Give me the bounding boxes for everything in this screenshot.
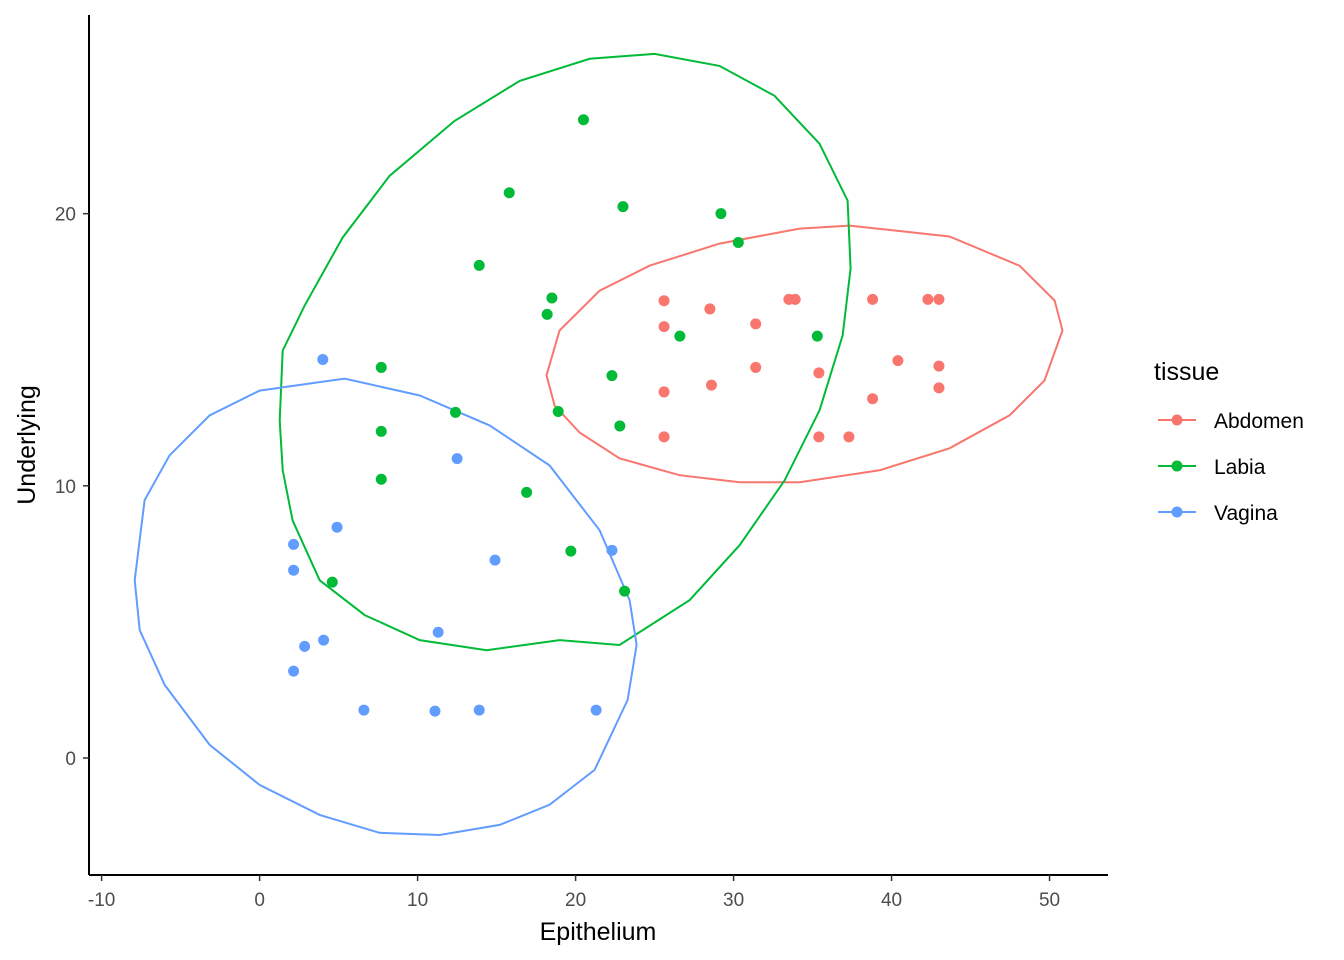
point-abdomen <box>933 360 945 372</box>
point-labia <box>375 425 387 437</box>
point-labia <box>715 208 727 220</box>
ellipse-labia <box>278 52 852 652</box>
x-tick-label: 50 <box>1039 890 1060 911</box>
point-labia <box>546 292 558 304</box>
legend-title: tissue <box>1154 358 1219 386</box>
point-labia <box>521 486 533 498</box>
point-labia <box>619 585 631 597</box>
legend-key-point-labia <box>1171 460 1183 472</box>
point-abdomen <box>922 293 934 305</box>
point-vagina <box>451 453 463 465</box>
y-axis-title: Underlying <box>13 385 41 505</box>
x-tick-label: 20 <box>565 890 586 911</box>
legend-key-point-vagina <box>1171 506 1183 518</box>
point-vagina <box>288 538 300 550</box>
x-tick-label: 0 <box>254 890 265 911</box>
point-abdomen <box>658 386 670 398</box>
point-labia <box>541 308 553 320</box>
point-vagina <box>358 704 370 716</box>
point-labia <box>811 330 823 342</box>
point-abdomen <box>789 293 801 305</box>
point-abdomen <box>750 361 762 373</box>
y-tick-label: 0 <box>65 749 76 770</box>
legend-label-labia: Labia <box>1214 456 1266 479</box>
point-abdomen <box>867 293 879 305</box>
ellipse-layer <box>133 52 1064 837</box>
point-labia <box>503 187 515 199</box>
point-labia <box>674 330 686 342</box>
point-abdomen <box>704 303 716 315</box>
point-abdomen <box>658 431 670 443</box>
point-vagina <box>331 521 343 533</box>
point-abdomen <box>658 295 670 307</box>
point-labia <box>606 370 618 382</box>
y-tick-label: 20 <box>55 205 76 226</box>
point-vagina <box>606 544 618 556</box>
point-abdomen <box>933 382 945 394</box>
legend-key-point-abdomen <box>1171 414 1183 426</box>
point-vagina <box>473 704 485 716</box>
x-axis-title: Epithelium <box>540 918 657 946</box>
point-vagina <box>299 640 311 652</box>
point-abdomen <box>813 367 825 379</box>
point-labia <box>552 406 564 418</box>
point-abdomen <box>892 355 904 367</box>
point-labia <box>614 420 626 432</box>
x-tick-label: 10 <box>407 890 428 911</box>
point-vagina <box>288 564 300 576</box>
point-abdomen <box>750 318 762 330</box>
axes: -10 0 10 20 30 40 50 0 10 20 <box>55 15 1108 911</box>
points-layer <box>288 114 945 717</box>
point-labia <box>450 406 462 418</box>
point-labia <box>375 473 387 485</box>
ellipse-abdomen <box>545 224 1064 484</box>
point-labia <box>326 576 338 588</box>
point-labia <box>375 361 387 373</box>
ellipse-vagina <box>133 377 638 837</box>
y-tick-label: 10 <box>55 477 76 498</box>
point-vagina <box>432 626 444 638</box>
point-vagina <box>317 354 329 366</box>
point-vagina <box>429 705 441 717</box>
point-abdomen <box>658 321 670 333</box>
point-abdomen <box>813 431 825 443</box>
point-vagina <box>318 634 330 646</box>
legend: tissue Abdomen Labia Vagina <box>1154 358 1304 525</box>
point-abdomen <box>843 431 855 443</box>
legend-label-vagina: Vagina <box>1214 502 1278 525</box>
point-labia <box>565 545 577 557</box>
point-abdomen <box>867 393 879 405</box>
point-labia <box>732 237 744 249</box>
point-labia <box>617 201 629 213</box>
x-tick-label: -10 <box>88 890 115 911</box>
point-labia <box>577 114 589 126</box>
point-vagina <box>489 554 501 566</box>
point-abdomen <box>705 379 717 391</box>
x-tick-label: 30 <box>723 890 744 911</box>
point-labia <box>473 259 485 271</box>
x-tick-label: 40 <box>881 890 902 911</box>
legend-label-abdomen: Abdomen <box>1214 410 1304 433</box>
point-vagina <box>590 704 602 716</box>
point-abdomen <box>933 293 945 305</box>
point-vagina <box>288 665 300 677</box>
